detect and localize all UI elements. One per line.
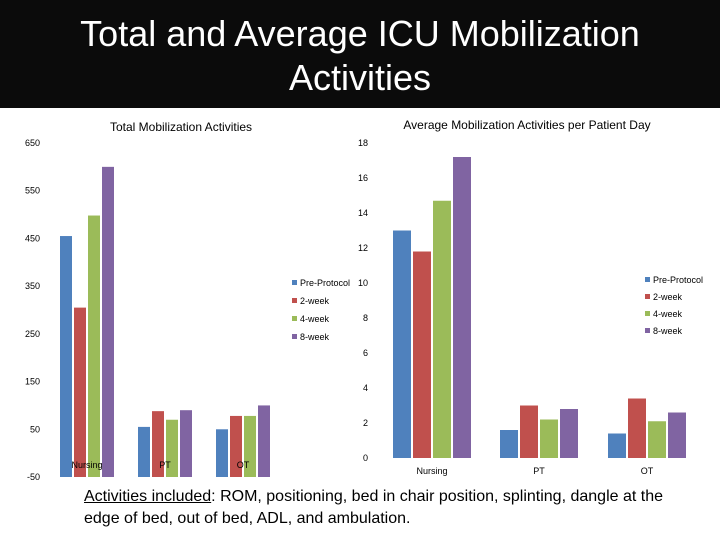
bar-4-week-pt xyxy=(540,419,558,458)
bar-pre-protocol-pt xyxy=(500,430,518,458)
legend-swatch xyxy=(645,328,650,333)
bar-8-week-pt xyxy=(180,410,192,477)
y-tick-label: 8 xyxy=(363,313,368,323)
title-bar: Total and Average ICU Mobilization Activ… xyxy=(0,0,720,108)
bar-2-week-pt xyxy=(152,411,164,477)
legend-swatch xyxy=(292,280,297,285)
x-category-label: Nursing xyxy=(71,460,102,470)
bar-2-week-nursing xyxy=(413,251,431,458)
y-tick-label: 550 xyxy=(25,186,40,196)
footnote-text: : ROM, positioning, bed in chair positio… xyxy=(84,488,663,527)
legend-swatch xyxy=(645,277,650,282)
legend-label: Pre-Protocol xyxy=(653,275,703,285)
bar-pre-protocol-nursing xyxy=(60,236,72,477)
footnote-lead: Activities included xyxy=(84,488,212,505)
bar-8-week-pt xyxy=(560,409,578,458)
bar-4-week-ot xyxy=(648,421,666,458)
x-category-label: PT xyxy=(159,460,171,470)
legend-label: 4-week xyxy=(653,309,683,319)
bar-pre-protocol-nursing xyxy=(393,230,411,458)
legend-label: 8-week xyxy=(300,332,330,342)
legend-label: 8-week xyxy=(653,326,683,336)
bar-8-week-nursing xyxy=(453,157,471,458)
y-tick-label: 14 xyxy=(358,208,368,218)
y-tick-label: 2 xyxy=(363,418,368,428)
legend-label: 2-week xyxy=(300,296,330,306)
y-tick-label: 16 xyxy=(358,173,368,183)
x-category-label: OT xyxy=(641,466,654,476)
y-tick-label: 250 xyxy=(25,329,40,339)
x-category-label: PT xyxy=(533,466,545,476)
legend-swatch xyxy=(645,294,650,299)
y-tick-label: 150 xyxy=(25,377,40,387)
bar-4-week-nursing xyxy=(88,215,100,478)
bar-8-week-ot xyxy=(668,412,686,458)
y-tick-label: -50 xyxy=(27,472,40,482)
bar-4-week-pt xyxy=(166,419,178,477)
bar-8-week-nursing xyxy=(102,166,114,477)
y-tick-label: 12 xyxy=(358,243,368,253)
slide-content xyxy=(0,108,720,540)
legend-label: Pre-Protocol xyxy=(300,278,350,288)
y-tick-label: 450 xyxy=(25,233,40,243)
y-tick-label: 50 xyxy=(30,424,40,434)
footnote: Activities included: ROM, positioning, b… xyxy=(84,486,694,530)
legend-label: 2-week xyxy=(653,292,683,302)
bar-4-week-ot xyxy=(244,415,256,477)
y-tick-label: 350 xyxy=(25,281,40,291)
bar-pre-protocol-ot xyxy=(216,429,228,477)
y-tick-label: 6 xyxy=(363,348,368,358)
bar-2-week-nursing xyxy=(74,307,86,477)
bar-pre-protocol-pt xyxy=(138,426,150,477)
legend-label: 4-week xyxy=(300,314,330,324)
bar-2-week-ot xyxy=(628,398,646,458)
chart-title: Average Mobilization Activities per Pati… xyxy=(403,118,650,132)
bar-pre-protocol-ot xyxy=(608,433,626,458)
bar-2-week-pt xyxy=(520,405,538,458)
y-tick-label: 4 xyxy=(363,383,368,393)
legend-swatch xyxy=(292,298,297,303)
y-tick-label: 18 xyxy=(358,138,368,148)
y-tick-label: 650 xyxy=(25,138,40,148)
bar-8-week-ot xyxy=(258,405,270,477)
legend-swatch xyxy=(292,316,297,321)
y-tick-label: 10 xyxy=(358,278,368,288)
chart-title: Total Mobilization Activities xyxy=(110,120,252,134)
bar-4-week-nursing xyxy=(433,200,451,458)
bar-2-week-ot xyxy=(230,415,242,477)
y-tick-label: 0 xyxy=(363,453,368,463)
legend-swatch xyxy=(645,311,650,316)
x-category-label: OT xyxy=(237,460,250,470)
x-category-label: Nursing xyxy=(416,466,447,476)
legend-swatch xyxy=(292,334,297,339)
slide-title: Total and Average ICU Mobilization Activ… xyxy=(80,13,640,98)
